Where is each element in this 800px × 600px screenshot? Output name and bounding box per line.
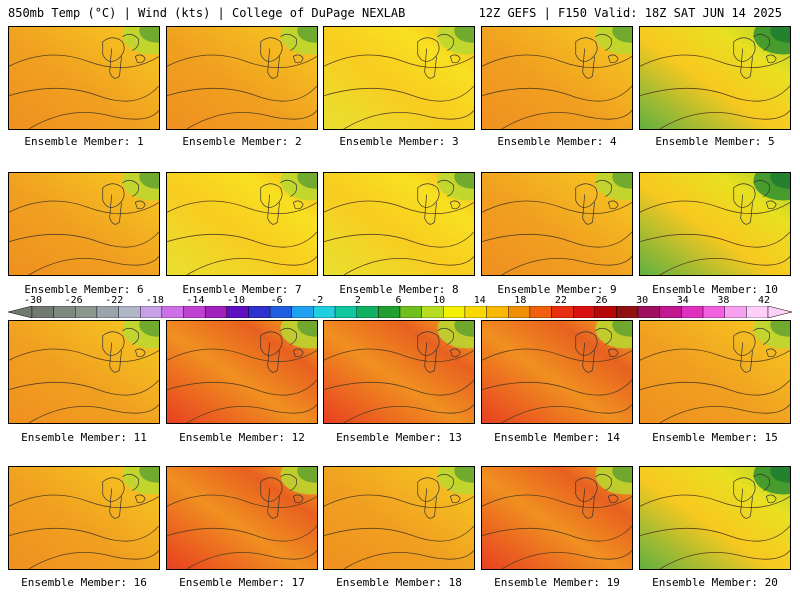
ensemble-member-label: Ensemble Member: 10: [652, 283, 778, 296]
colorbar-cell: [53, 306, 76, 318]
ensemble-map-11: [8, 320, 160, 424]
colorbar-tick-label: -30: [23, 295, 43, 306]
map-title: 850mb Temp (°C) | Wind (kts) | College o…: [8, 6, 406, 20]
ensemble-map-9: [481, 172, 633, 276]
colorbar-tick-label: -26: [64, 295, 83, 306]
color-scale-bar: [8, 306, 792, 318]
colorbar-cell: [75, 306, 98, 318]
ensemble-map-20: [639, 466, 791, 570]
ensemble-map-15: [639, 320, 791, 424]
colorbar-cell: [378, 306, 401, 318]
colorbar-cell: [226, 306, 249, 318]
colorbar-cell: [724, 306, 747, 318]
colorbar-cell: [356, 306, 379, 318]
ensemble-member-label: Ensemble Member: 14: [494, 431, 620, 444]
ensemble-map-8: [323, 172, 475, 276]
ensemble-member-label: Ensemble Member: 11: [21, 431, 147, 444]
colorbar-cell: [118, 306, 141, 318]
ensemble-member-label: Ensemble Member: 20: [652, 576, 778, 589]
colorbar-tick-label: 30: [636, 295, 649, 306]
ensemble-member-label: Ensemble Member: 2: [182, 135, 302, 148]
ensemble-map-18: [323, 466, 475, 570]
ensemble-map-17: [166, 466, 318, 570]
colorbar-cell: [31, 306, 54, 318]
colorbar-tick-label: -22: [105, 295, 124, 306]
ensemble-member-label: Ensemble Member: 5: [655, 135, 775, 148]
ensemble-map-12: [166, 320, 318, 424]
ensemble-map-7: [166, 172, 318, 276]
ensemble-member-label: Ensemble Member: 18: [336, 576, 462, 589]
run-info: 12Z GEFS | F150 Valid: 18Z SAT JUN 14 20…: [478, 6, 782, 20]
colorbar-tick-label: 6: [395, 295, 402, 306]
colorbar-cell: [421, 306, 444, 318]
ensemble-map-13: [323, 320, 475, 424]
colorbar-cell: [269, 306, 292, 318]
ensemble-member-label: Ensemble Member: 9: [497, 283, 617, 296]
ensemble-member-label: Ensemble Member: 17: [179, 576, 305, 589]
colorbar-tick-label: 38: [717, 295, 730, 306]
colorbar-cell: [140, 306, 163, 318]
colorbar-cell: [702, 306, 725, 318]
ensemble-member-label: Ensemble Member: 8: [339, 283, 459, 296]
colorbar-max-arrow: [767, 306, 792, 318]
colorbar-tick-label: -14: [186, 295, 205, 306]
ensemble-member-label: Ensemble Member: 13: [336, 431, 462, 444]
ensemble-member-label: Ensemble Member: 3: [339, 135, 459, 148]
ensemble-member-label: Ensemble Member: 1: [24, 135, 144, 148]
colorbar-tick-label: 22: [554, 295, 567, 306]
colorbar-cell: [96, 306, 119, 318]
ensemble-map-2: [166, 26, 318, 130]
colorbar-cell: [637, 306, 660, 318]
colorbar-min-arrow: [8, 306, 33, 318]
colorbar-cell: [204, 306, 228, 318]
colorbar-tick-label: -10: [227, 295, 246, 306]
colorbar-tick-label: 34: [676, 295, 689, 306]
ensemble-map-4: [481, 26, 633, 130]
colorbar-cell: [313, 306, 336, 318]
colorbar-cell: [529, 306, 552, 318]
ensemble-map-5: [639, 26, 791, 130]
colorbar-cell: [746, 306, 769, 318]
colorbar-tick-label: 2: [354, 295, 361, 306]
colorbar-cell: [616, 306, 639, 318]
colorbar-cell: [183, 306, 206, 318]
ensemble-map-3: [323, 26, 475, 130]
ensemble-member-label: Ensemble Member: 15: [652, 431, 778, 444]
colorbar-cell: [464, 306, 487, 318]
colorbar-cell: [443, 306, 466, 318]
colorbar-cell: [291, 306, 314, 318]
colorbar-cell: [594, 306, 617, 318]
ensemble-map-6: [8, 172, 160, 276]
colorbar-cell: [572, 306, 596, 318]
colorbar-cell: [659, 306, 682, 318]
colorbar-cell: [681, 306, 704, 318]
ensemble-map-10: [639, 172, 791, 276]
colorbar-cell: [334, 306, 357, 318]
colorbar-tick-label: -18: [145, 295, 164, 306]
colorbar-cell: [161, 306, 184, 318]
colorbar-tick-label: 42: [757, 295, 771, 306]
colorbar-cell: [399, 306, 422, 318]
colorbar-tick-label: -6: [270, 295, 283, 306]
colorbar-tick-label: 10: [433, 295, 446, 306]
ensemble-member-label: Ensemble Member: 19: [494, 576, 620, 589]
ensemble-member-label: Ensemble Member: 6: [24, 283, 144, 296]
colorbar-cell: [551, 306, 574, 318]
colorbar-tick-label: 26: [595, 295, 608, 306]
ensemble-map-19: [481, 466, 633, 570]
colorbar-tick-label: 14: [473, 295, 486, 306]
colorbar-tick-label: -2: [311, 295, 324, 306]
colorbar-cell: [508, 306, 531, 318]
colorbar-cell: [486, 306, 509, 318]
colorbar-cell: [248, 306, 271, 318]
ensemble-member-label: Ensemble Member: 4: [497, 135, 617, 148]
ensemble-map-1: [8, 26, 160, 130]
ensemble-map-16: [8, 466, 160, 570]
colorbar-tick-label: 18: [514, 295, 527, 306]
ensemble-map-14: [481, 320, 633, 424]
ensemble-member-label: Ensemble Member: 16: [21, 576, 147, 589]
ensemble-member-label: Ensemble Member: 12: [179, 431, 305, 444]
ensemble-member-label: Ensemble Member: 7: [182, 283, 302, 296]
